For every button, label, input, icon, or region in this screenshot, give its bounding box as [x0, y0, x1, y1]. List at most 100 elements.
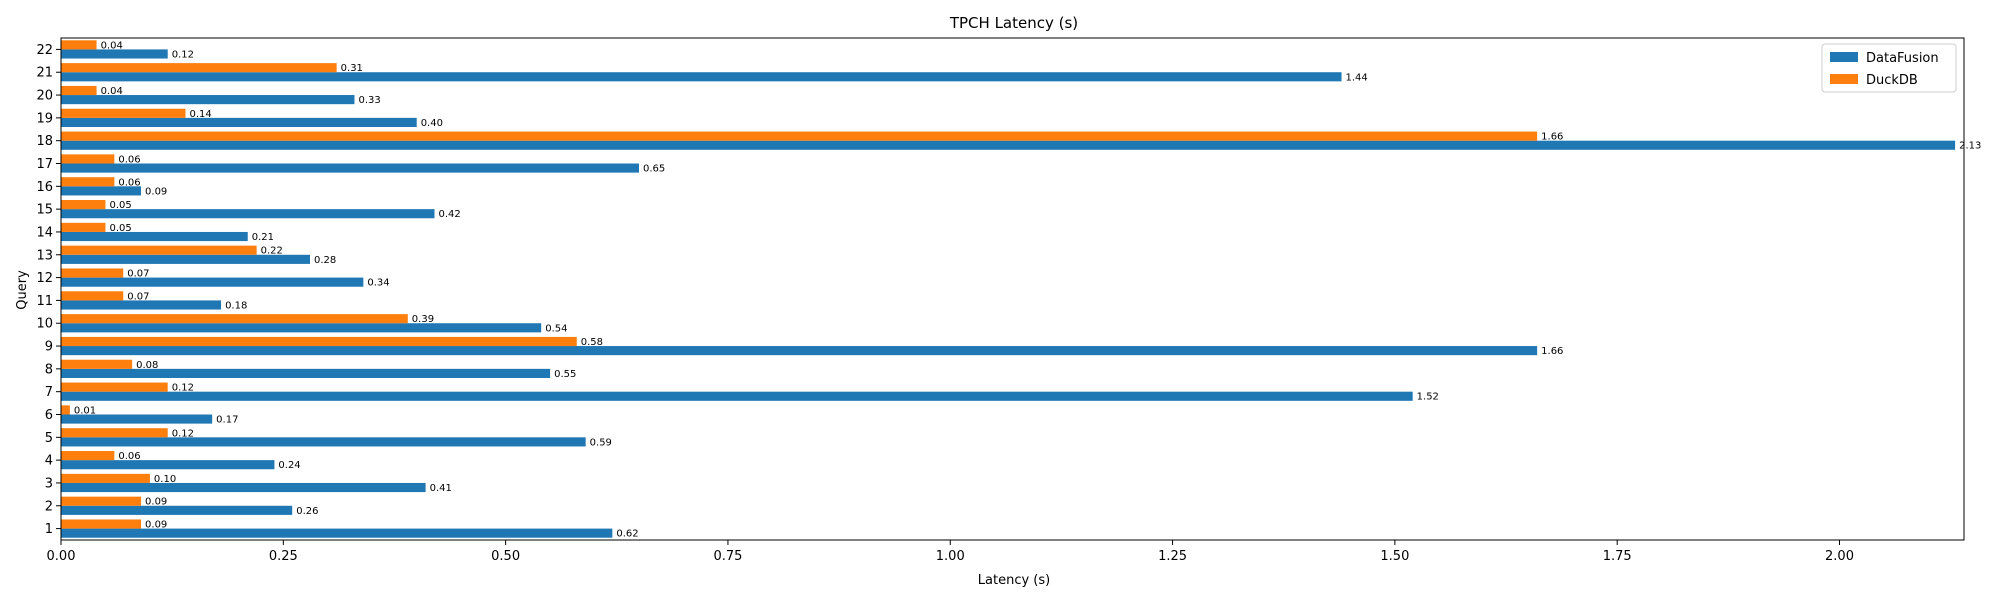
data-label-datafusion-q22: 0.12 — [172, 49, 194, 60]
data-label-datafusion-q6: 0.17 — [216, 415, 238, 426]
data-label-datafusion-q3: 0.41 — [430, 483, 452, 494]
data-label-duckdb-q14: 0.05 — [109, 223, 131, 234]
data-label-duckdb-q3: 0.10 — [154, 474, 176, 485]
y-tick-label: 19 — [36, 111, 53, 126]
legend: DataFusion DuckDB — [1821, 43, 1957, 93]
bar-duckdb-q3 — [61, 473, 150, 483]
bar-datafusion-q21 — [61, 72, 1342, 82]
bar-duckdb-q19 — [61, 108, 186, 118]
data-label-duckdb-q12: 0.07 — [127, 269, 149, 280]
data-label-datafusion-q11: 0.18 — [225, 300, 247, 311]
data-label-duckdb-q17: 0.06 — [118, 154, 140, 165]
bar-datafusion-q14 — [61, 231, 248, 242]
bars-layer — [61, 40, 1956, 538]
y-tick-label: 18 — [36, 134, 53, 149]
data-label-duckdb-q4: 0.06 — [118, 451, 140, 462]
y-tick-label: 13 — [36, 248, 53, 263]
bar-datafusion-q7 — [61, 391, 1413, 401]
x-axis-label: Latency (s) — [978, 573, 1050, 588]
y-tick-label: 4 — [45, 454, 53, 469]
data-label-datafusion-q15: 0.42 — [438, 209, 460, 220]
bar-duckdb-q13 — [61, 245, 257, 255]
bar-duckdb-q11 — [61, 291, 124, 301]
y-tick-label: 12 — [36, 271, 53, 286]
data-label-duckdb-q6: 0.01 — [74, 405, 96, 416]
data-label-datafusion-q13: 0.28 — [314, 255, 336, 266]
data-label-datafusion-q19: 0.40 — [421, 118, 443, 129]
bar-datafusion-q2 — [61, 505, 293, 515]
y-axis-label: Query — [15, 270, 30, 310]
bar-duckdb-q10 — [61, 314, 408, 324]
data-label-duckdb-q11: 0.07 — [127, 291, 149, 302]
y-tick-label: 6 — [45, 408, 53, 423]
bar-datafusion-q13 — [61, 254, 310, 264]
y-tick-label: 5 — [45, 431, 53, 446]
bar-duckdb-q20 — [61, 85, 97, 96]
bar-datafusion-q6 — [61, 414, 213, 424]
bar-duckdb-q22 — [61, 40, 97, 50]
data-label-datafusion-q20: 0.33 — [358, 95, 380, 106]
data-label-datafusion-q14: 0.21 — [252, 232, 274, 243]
data-label-duckdb-q9: 0.58 — [581, 337, 603, 348]
bar-duckdb-q12 — [61, 268, 124, 278]
x-tick-label: 0.25 — [269, 549, 298, 564]
y-tick-label: 21 — [36, 66, 53, 81]
data-label-duckdb-q2: 0.09 — [145, 497, 167, 508]
data-label-duckdb-q18: 1.66 — [1541, 132, 1563, 143]
data-label-duckdb-q16: 0.06 — [118, 177, 140, 188]
bar-datafusion-q12 — [61, 277, 364, 287]
y-tick-label: 7 — [45, 385, 53, 400]
data-label-datafusion-q16: 0.09 — [145, 186, 167, 197]
bar-datafusion-q19 — [61, 117, 417, 127]
bar-datafusion-q3 — [61, 482, 426, 493]
y-tick-label: 1 — [45, 522, 53, 537]
data-label-duckdb-q21: 0.31 — [341, 63, 363, 74]
data-label-datafusion-q18: 2.13 — [1959, 141, 1981, 152]
data-label-duckdb-q10: 0.39 — [412, 314, 434, 325]
x-tick-label: 1.50 — [1380, 549, 1409, 564]
data-label-duckdb-q20: 0.04 — [101, 86, 123, 97]
data-label-datafusion-q5: 0.59 — [590, 437, 612, 448]
y-tick-label: 10 — [36, 317, 53, 332]
legend-label-duckdb: DuckDB — [1866, 73, 1918, 88]
legend-swatch-duckdb — [1830, 74, 1858, 84]
data-label-datafusion-q8: 0.55 — [554, 369, 576, 380]
bar-datafusion-q17 — [61, 163, 640, 173]
data-label-duckdb-q13: 0.22 — [261, 246, 283, 257]
data-label-datafusion-q2: 0.26 — [296, 506, 318, 517]
bar-datafusion-q22 — [61, 49, 168, 59]
data-label-datafusion-q9: 1.66 — [1541, 346, 1563, 357]
data-label-datafusion-q12: 0.34 — [367, 278, 389, 289]
x-tick-label: 2.00 — [1825, 549, 1854, 564]
data-label-datafusion-q10: 0.54 — [545, 323, 567, 334]
data-label-duckdb-q7: 0.12 — [172, 383, 194, 394]
data-labels-layer: 0.62 0.09 0.26 0.09 0.41 0.10 0.24 0.06 0.59 0.12… — [74, 40, 1981, 539]
bar-datafusion-q9 — [61, 346, 1538, 356]
y-tick-label: 14 — [36, 225, 53, 240]
bar-duckdb-q8 — [61, 359, 133, 369]
bar-datafusion-q11 — [61, 300, 222, 310]
data-label-datafusion-q21: 1.44 — [1346, 72, 1368, 83]
chart-title: TPCH Latency (s) — [949, 14, 1078, 32]
y-tick-label: 8 — [45, 362, 53, 377]
data-label-duckdb-q19: 0.14 — [189, 109, 211, 120]
data-label-datafusion-q7: 1.52 — [1417, 392, 1439, 403]
bar-duckdb-q14 — [61, 222, 106, 232]
x-tick-label: 1.25 — [1158, 549, 1187, 564]
x-tick-label: 0.50 — [491, 549, 520, 564]
y-tick-label: 17 — [36, 157, 53, 172]
bar-duckdb-q15 — [61, 200, 106, 210]
x-tick-label: 1.00 — [936, 549, 965, 564]
bar-datafusion-q10 — [61, 323, 542, 333]
data-label-duckdb-q15: 0.05 — [109, 200, 131, 211]
y-tick-label: 11 — [36, 294, 53, 309]
y-tick-label: 22 — [36, 43, 53, 58]
x-tick-label: 0.00 — [47, 549, 76, 564]
data-label-duckdb-q8: 0.08 — [136, 360, 158, 371]
x-tick-label: 0.75 — [713, 549, 742, 564]
data-label-duckdb-q5: 0.12 — [172, 428, 194, 439]
x-tick-label: 1.75 — [1603, 549, 1632, 564]
data-label-duckdb-q22: 0.04 — [101, 40, 123, 51]
